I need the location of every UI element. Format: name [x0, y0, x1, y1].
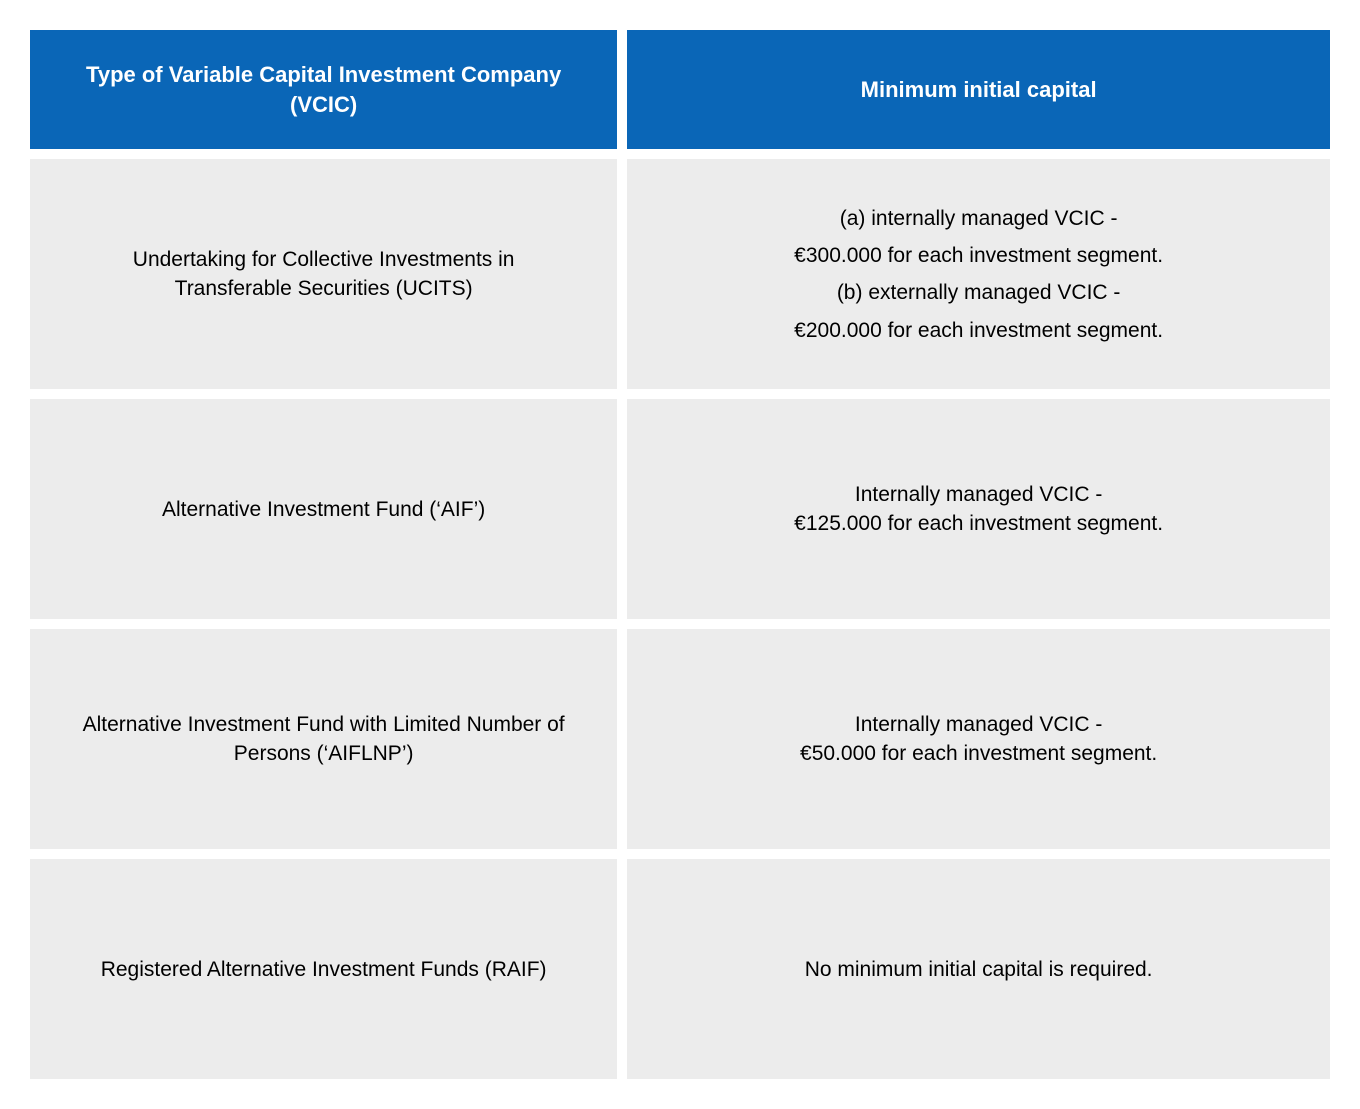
cell-type: Alternative Investment Fund (‘AIF’) — [30, 399, 617, 619]
vcic-capital-table: Type of Variable Capital Investment Comp… — [20, 20, 1340, 1089]
capital-line: No minimum initial capital is required. — [805, 958, 1153, 981]
table-row: Alternative Investment Fund (‘AIF’) Inte… — [30, 399, 1330, 619]
capital-line: €50.000 for each investment segment. — [800, 742, 1157, 765]
capital-line: Internally managed VCIC - — [855, 483, 1102, 506]
table-header-row: Type of Variable Capital Investment Comp… — [30, 30, 1330, 149]
capital-line: (a) internally managed VCIC - — [677, 204, 1280, 233]
cell-capital: Internally managed VCIC - €50.000 for ea… — [627, 629, 1330, 849]
cell-type: Alternative Investment Fund with Limited… — [30, 629, 617, 849]
capital-line: (b) externally managed VCIC - — [677, 278, 1280, 307]
header-type: Type of Variable Capital Investment Comp… — [30, 30, 617, 149]
capital-line: Internally managed VCIC - — [855, 713, 1102, 736]
cell-capital: No minimum initial capital is required. — [627, 859, 1330, 1079]
header-capital: Minimum initial capital — [627, 30, 1330, 149]
cell-capital: Internally managed VCIC - €125.000 for e… — [627, 399, 1330, 619]
table-row: Registered Alternative Investment Funds … — [30, 859, 1330, 1079]
table-row: Undertaking for Collective Investments i… — [30, 159, 1330, 389]
table-row: Alternative Investment Fund with Limited… — [30, 629, 1330, 849]
cell-capital: (a) internally managed VCIC - €300.000 f… — [627, 159, 1330, 389]
capital-line: €125.000 for each investment segment. — [794, 512, 1163, 535]
capital-line: €300.000 for each investment segment. — [677, 241, 1280, 270]
capital-line: €200.000 for each investment segment. — [677, 316, 1280, 345]
cell-type: Registered Alternative Investment Funds … — [30, 859, 617, 1079]
cell-type: Undertaking for Collective Investments i… — [30, 159, 617, 389]
